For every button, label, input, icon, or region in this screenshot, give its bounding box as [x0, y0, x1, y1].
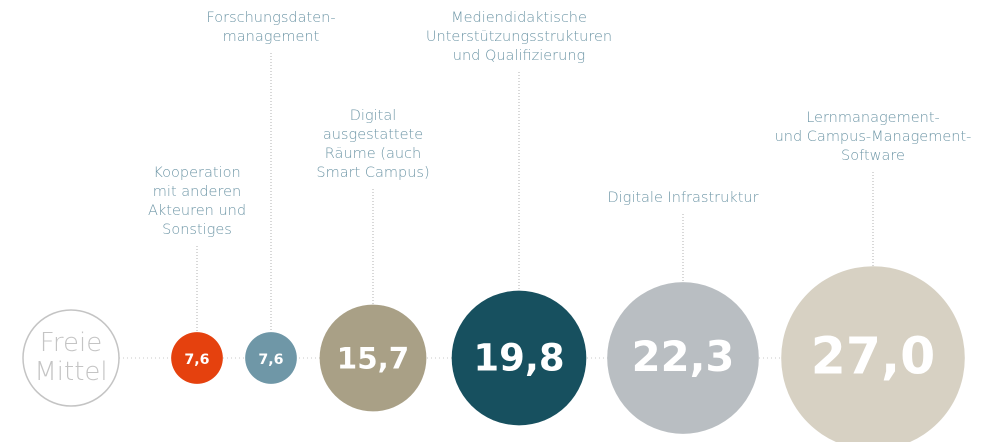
bubble — [451, 290, 587, 426]
category-label: Digital ausgestattete Räume (auch Smart Cam… — [316, 108, 429, 181]
value-label: 15,7 — [337, 342, 409, 376]
bubble — [319, 304, 427, 412]
value-label: 7,6 — [258, 352, 283, 368]
category-label: Mediendidaktische Unterstützungsstrukture… — [426, 10, 612, 64]
value-label: 22,3 — [632, 332, 735, 381]
value-label: 27,0 — [811, 327, 936, 386]
bubble — [171, 332, 223, 384]
value-label: 19,8 — [473, 337, 564, 380]
category-label: Lernmanagement-und Campus-Management-Sof… — [775, 110, 972, 164]
empty-bubble — [22, 309, 120, 407]
category-label: Digitale Infrastruktur — [607, 190, 758, 206]
category-label: Forschungsdaten-management — [206, 10, 335, 45]
bubble-label: Freie Mittel — [34, 328, 107, 387]
value-label: 7,6 — [184, 352, 209, 368]
bubble — [607, 282, 759, 434]
category-label: Kooperation mit anderen Akteuren und Sonsti… — [148, 165, 246, 238]
bubble — [245, 332, 297, 384]
bubble — [781, 266, 965, 442]
